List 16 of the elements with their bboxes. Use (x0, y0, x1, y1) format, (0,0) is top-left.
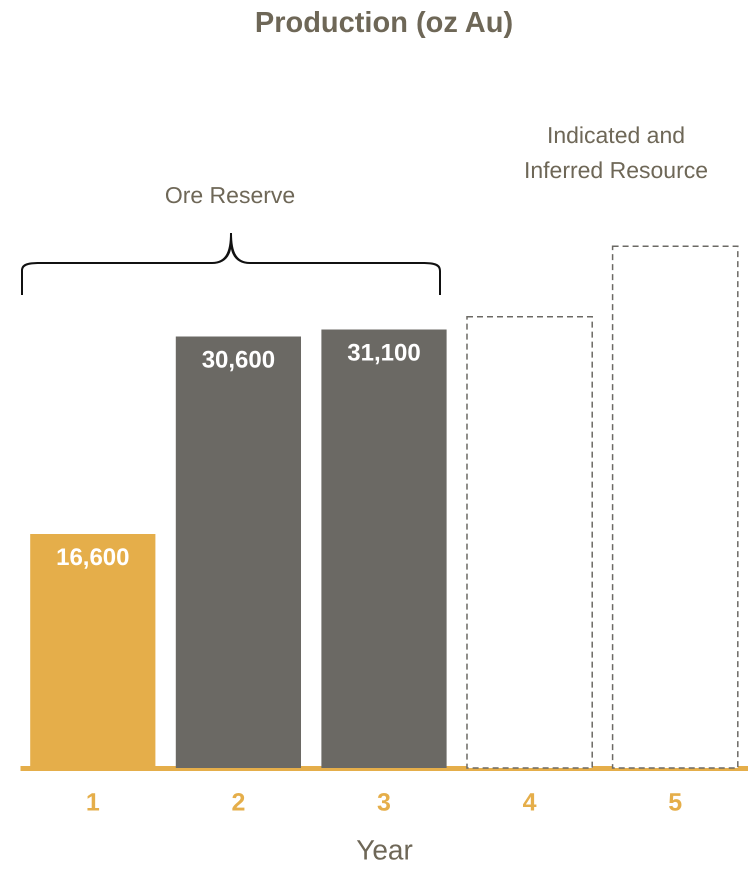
x-tick-label: 4 (522, 788, 537, 816)
chart-title: Production (oz Au) (254, 7, 514, 39)
bar (176, 336, 302, 768)
x-axis-title: Year (356, 834, 413, 866)
bar (612, 246, 739, 769)
x-tick-label: 1 (86, 788, 100, 816)
text: Ore Reserve (164, 182, 296, 208)
text: Indicated and Inferred Resource (524, 122, 708, 183)
bar (321, 329, 447, 768)
x-tick-label: 3 (377, 788, 391, 816)
x-tick-label: 5 (668, 788, 682, 816)
x-tick-label: 2 (231, 788, 246, 816)
data-label: 16,600 (56, 544, 130, 571)
data-label: 31,100 (347, 339, 421, 366)
bar (466, 316, 593, 769)
data-label: 30,600 (202, 346, 276, 374)
